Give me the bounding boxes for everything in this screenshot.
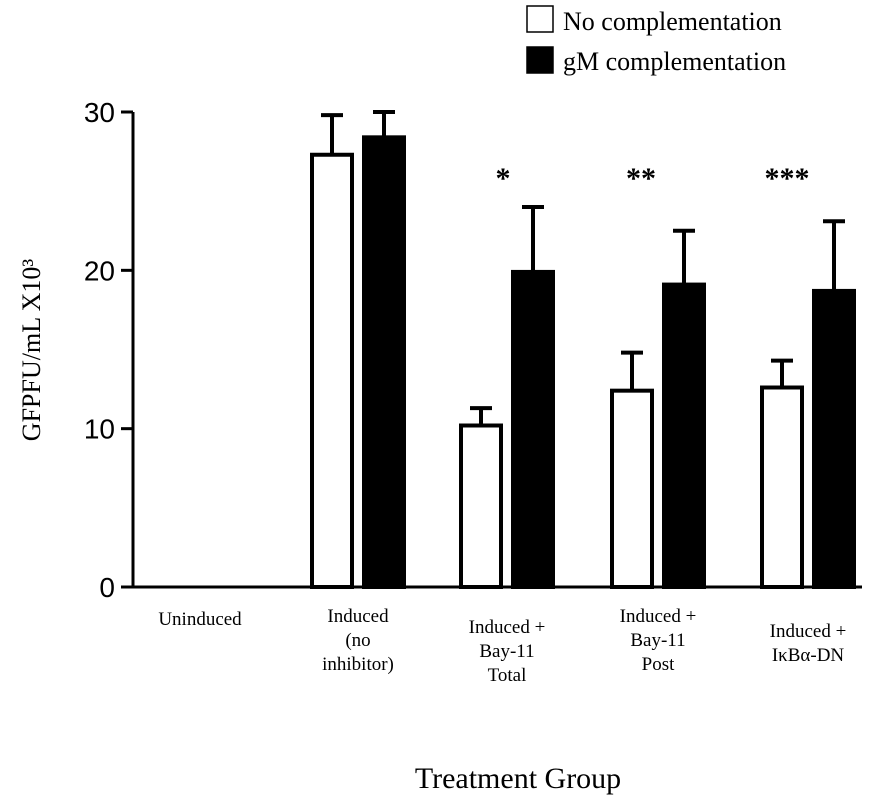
y-tick-label: 30 [84,97,115,128]
legend: No complementation gM complementation [526,5,786,76]
bar-gm-complementation [511,269,555,589]
y-ticks: 0 10 20 30 [84,97,133,603]
legend-label-gm-complementation: gM complementation [563,47,786,76]
bar-gm-complementation [812,288,856,589]
bar-no-complementation [610,388,654,589]
y-tick-label: 0 [99,572,115,603]
x-tick-label: Induced (no inhibitor) [322,606,394,675]
x-tick-label: Induced + Bay-11 Post [620,606,697,675]
significance-marker: *** [765,162,810,195]
bar-gm-complementation [362,135,406,589]
significance-annotations: * ** *** [496,162,810,195]
x-tick-labels: Uninduced Induced (no inhibitor) Induced + Ba… [158,606,846,686]
legend-swatch-gm-complementation [526,46,554,74]
bar-no-complementation [310,152,354,589]
y-tick-label: 10 [84,414,115,445]
significance-marker: ** [626,162,656,195]
legend-label-no-complementation: No complementation [563,7,782,36]
bar-gm-complementation [662,282,706,589]
bar-no-complementation [760,385,804,589]
bar-no-complementation [459,423,503,589]
x-tick-label: Induced + IκBα-DN [770,621,847,666]
y-tick-label: 20 [84,255,115,286]
x-axis-label: Treatment Group [415,762,621,795]
legend-swatch-no-complementation [526,5,554,33]
x-tick-label: Induced + Bay-11 Total [469,617,546,686]
significance-marker: * [496,162,511,195]
error-bars [321,110,845,426]
x-tick-label: Uninduced [158,609,242,630]
y-axis-label: GFPFU/mL X10³ [17,259,46,442]
bars [310,135,856,589]
